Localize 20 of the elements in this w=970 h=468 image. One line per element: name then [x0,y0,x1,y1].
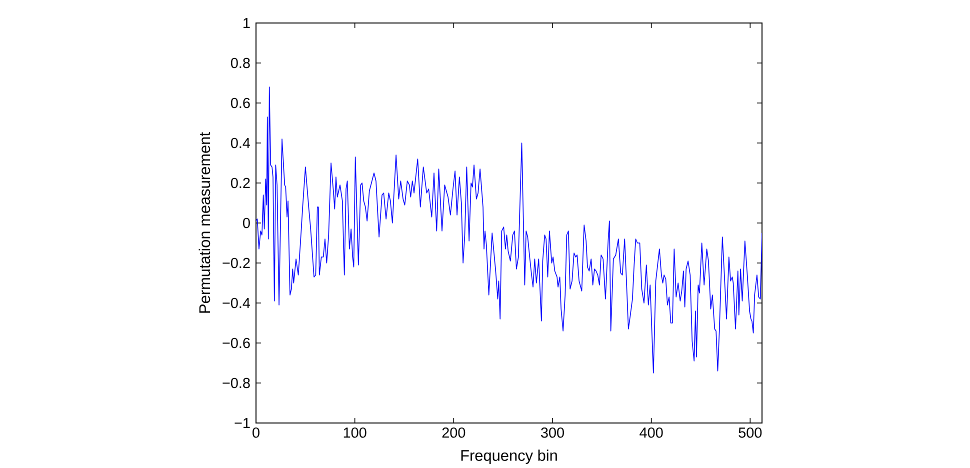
x-tick-label: 100 [344,428,366,438]
y-axis-title: Permutation measurement [198,132,210,313]
y-tick-label: −1 [234,418,250,428]
y-tick-label: −0.4 [222,298,250,308]
y-tick-label: −0.6 [222,338,250,348]
y-tick-label: −0.2 [222,258,250,268]
y-tick-label: 0.4 [230,138,250,148]
y-tick-label: 0.2 [230,178,250,188]
line-series [256,86,762,374]
x-tick-label: 500 [738,428,762,438]
y-tick-label: −0.8 [222,378,250,388]
x-tick-label: 300 [540,428,564,438]
x-tick-label: 400 [640,428,663,438]
y-tick-label: 0 [243,218,250,228]
y-tick-label: 0.8 [230,58,250,68]
x-tick-label: 0 [252,428,260,438]
x-tick-label: 200 [442,428,466,438]
y-tick-label: 1 [244,18,250,28]
y-tick-label: 0.6 [230,98,250,108]
x-axis-title: Frequency bin [461,450,557,464]
